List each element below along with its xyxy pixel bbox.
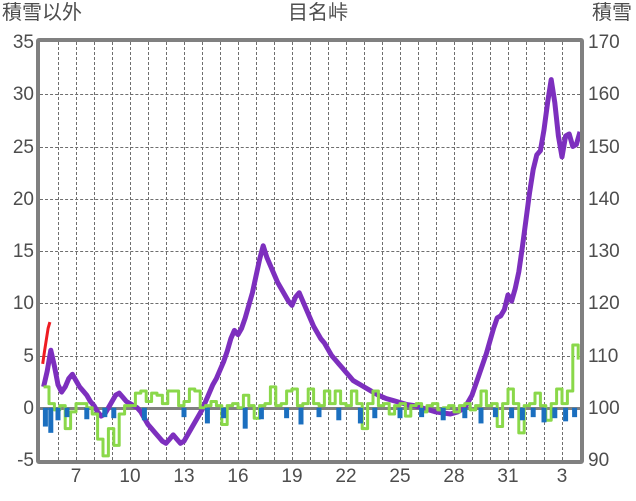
precipitation-bar [572, 407, 578, 418]
precipitation-bar [357, 407, 363, 424]
precipitation-bar [336, 407, 342, 421]
precipitation-bar [111, 407, 117, 419]
precipitation-bar [462, 407, 468, 419]
y-axis-left-tick-label: 30 [12, 84, 34, 106]
precipitation-bar [552, 407, 558, 419]
y-axis-left-tick-label: 0 [23, 397, 34, 419]
y-axis-left-tick-label: 20 [12, 188, 34, 210]
precipitation-bar [284, 407, 290, 419]
y-axis-left-tick-label: 15 [12, 241, 34, 262]
x-axis-tick-label: 22 [335, 466, 357, 487]
x-axis-tick-label: 3 [556, 466, 568, 487]
precipitation-bar [440, 407, 446, 421]
y-axis-right-tick-label: 130 [588, 241, 620, 262]
precipitation-bar [221, 407, 227, 419]
x-axis-tick-label: 19 [281, 466, 303, 487]
precipitation-bar [397, 407, 403, 419]
precipitation-bar [42, 407, 48, 427]
y-axis-left-tick-label: 5 [23, 345, 34, 367]
precipitation-bar [258, 407, 264, 420]
precipitation-bar [181, 407, 187, 418]
y-axis-right-tick-label: 160 [588, 84, 620, 106]
zero-line [40, 406, 580, 410]
left-axis-unit-label: 積雪以外 [2, 2, 82, 24]
precipitation-bar [563, 407, 569, 422]
y-axis-right-tick-label: 110 [588, 345, 619, 367]
precipitation-bar [64, 407, 70, 418]
precipitation-bar [492, 407, 498, 418]
y-axis-right-tick-label: 120 [588, 293, 620, 315]
y-axis-left-tick-label: 10 [12, 293, 34, 315]
other-precip-line [43, 343, 580, 458]
x-axis-tick-label: 28 [443, 466, 465, 487]
plot-area [40, 42, 580, 460]
precipitation-bar [141, 407, 147, 421]
y-axis-right-tick-label: 150 [588, 136, 620, 158]
precipitation-bar [372, 407, 378, 419]
y-axis-right-tick-label: 90 [588, 450, 610, 471]
x-axis-tick-label: 13 [173, 466, 195, 487]
y-axis-right-tick-label: 170 [588, 32, 620, 53]
x-axis-tick-label: 25 [389, 466, 411, 487]
precipitation-bar [478, 407, 484, 424]
precipitation-bar [48, 407, 54, 433]
series-layer [41, 77, 580, 458]
y-axis-left-tick-label: 25 [12, 136, 34, 158]
right-axis-unit-label: 積雪 [592, 2, 632, 24]
precipitation-bar [102, 407, 108, 418]
precipitation-bar [419, 407, 425, 418]
x-axis-tick-label: 10 [119, 466, 141, 487]
y-axis-left-tick-label: 35 [12, 32, 34, 53]
precipitation-bar [519, 407, 525, 421]
y-axis-right-tick-label: 100 [588, 397, 620, 419]
temperature-line [41, 321, 52, 365]
x-axis-tick-label: 16 [227, 466, 249, 487]
y-axis-left-tick-label: -5 [17, 450, 34, 471]
x-axis-tick-label: 31 [497, 466, 519, 487]
page-title: 目名峠 [288, 2, 348, 24]
precipitation-bar [242, 407, 248, 429]
precipitation-bar [84, 407, 90, 420]
precipitation-bar [509, 407, 515, 419]
y-axis-right-tick-label: 140 [588, 188, 620, 210]
precipitation-bar [55, 407, 61, 421]
x-axis-tick-label: 7 [70, 466, 82, 487]
precipitation-bar [204, 407, 210, 424]
snow-depth-line [41, 77, 580, 446]
precipitation-bar [316, 407, 322, 418]
precipitation-bar [541, 407, 547, 423]
precipitation-bar [530, 407, 536, 418]
precipitation-bar [298, 407, 304, 425]
